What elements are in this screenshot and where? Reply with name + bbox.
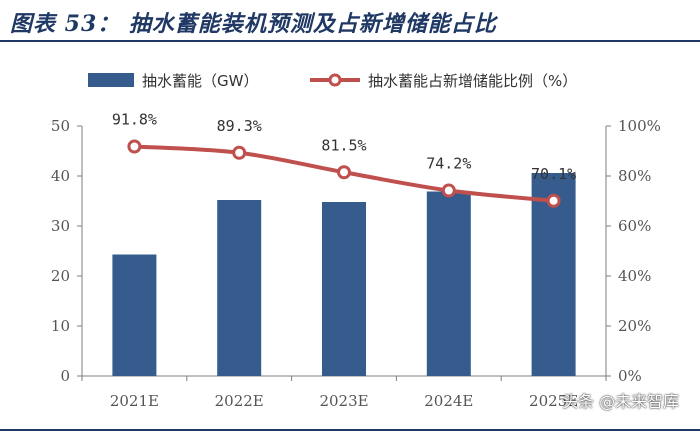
- bar-series: [112, 173, 576, 376]
- legend-bar-label: 抽水蓄能（GW）: [142, 72, 258, 90]
- x-tick-label: 2021E: [110, 392, 159, 410]
- y-tick-label-left: 10: [51, 317, 70, 335]
- y-tick-label-left: 30: [51, 217, 70, 235]
- figure-title: 图表 53： 抽水蓄能装机预测及占新增储能占比: [10, 11, 497, 37]
- line-point: [546, 193, 561, 208]
- x-tick-label: 2023E: [319, 392, 368, 410]
- y-tick-label-right: 20%: [618, 317, 651, 335]
- x-tick-label: 2025E: [529, 392, 578, 410]
- watermark: 头条 @未来智库: [562, 392, 680, 411]
- axes: 0 0% 10 20% 20 40% 30 60% 40 80% 50 100% 2021E 2022E 2…: [51, 117, 661, 410]
- y-tick-label-left: 0: [60, 367, 70, 385]
- y-tick-label-left: 50: [51, 117, 70, 135]
- x-tick-label: 2022E: [215, 392, 264, 410]
- line-data-label: 74.2%: [426, 155, 471, 173]
- y-tick-label-left: 20: [51, 267, 70, 285]
- bottom-divider: [0, 429, 700, 431]
- legend-line-marker: [328, 73, 342, 87]
- line-point: [337, 165, 351, 180]
- line-data-label: 81.5%: [321, 136, 366, 154]
- bar: [217, 200, 262, 376]
- line-point: [232, 145, 247, 160]
- y-tick-label-right: 80%: [618, 167, 651, 185]
- bar: [322, 202, 366, 376]
- bar: [426, 191, 471, 376]
- legend: 抽水蓄能（GW） 抽水蓄能占新增储能比例（%）: [88, 72, 577, 90]
- line-data-label: 91.8%: [112, 111, 157, 129]
- y-tick-label-right: 100%: [618, 117, 661, 135]
- line-series: [127, 139, 561, 208]
- y-tick-label-right: 0%: [618, 367, 642, 385]
- line-point: [441, 183, 456, 198]
- data-labels: 91.8% 89.3% 81.5% 74.2% 70.1%: [112, 111, 576, 183]
- line-data-label: 70.1%: [531, 165, 576, 183]
- y-tick-label-right: 40%: [618, 267, 651, 285]
- line-point: [127, 139, 142, 154]
- bar: [112, 254, 157, 376]
- legend-bar-swatch: [88, 73, 134, 87]
- legend-line-label: 抽水蓄能占新增储能比例（%）: [368, 72, 577, 90]
- line-data-label: 89.3%: [217, 117, 262, 135]
- x-tick-label: 2024E: [424, 392, 473, 410]
- y-tick-label-left: 40: [51, 167, 70, 185]
- y-tick-label-right: 60%: [618, 217, 651, 235]
- title-divider: [0, 40, 700, 42]
